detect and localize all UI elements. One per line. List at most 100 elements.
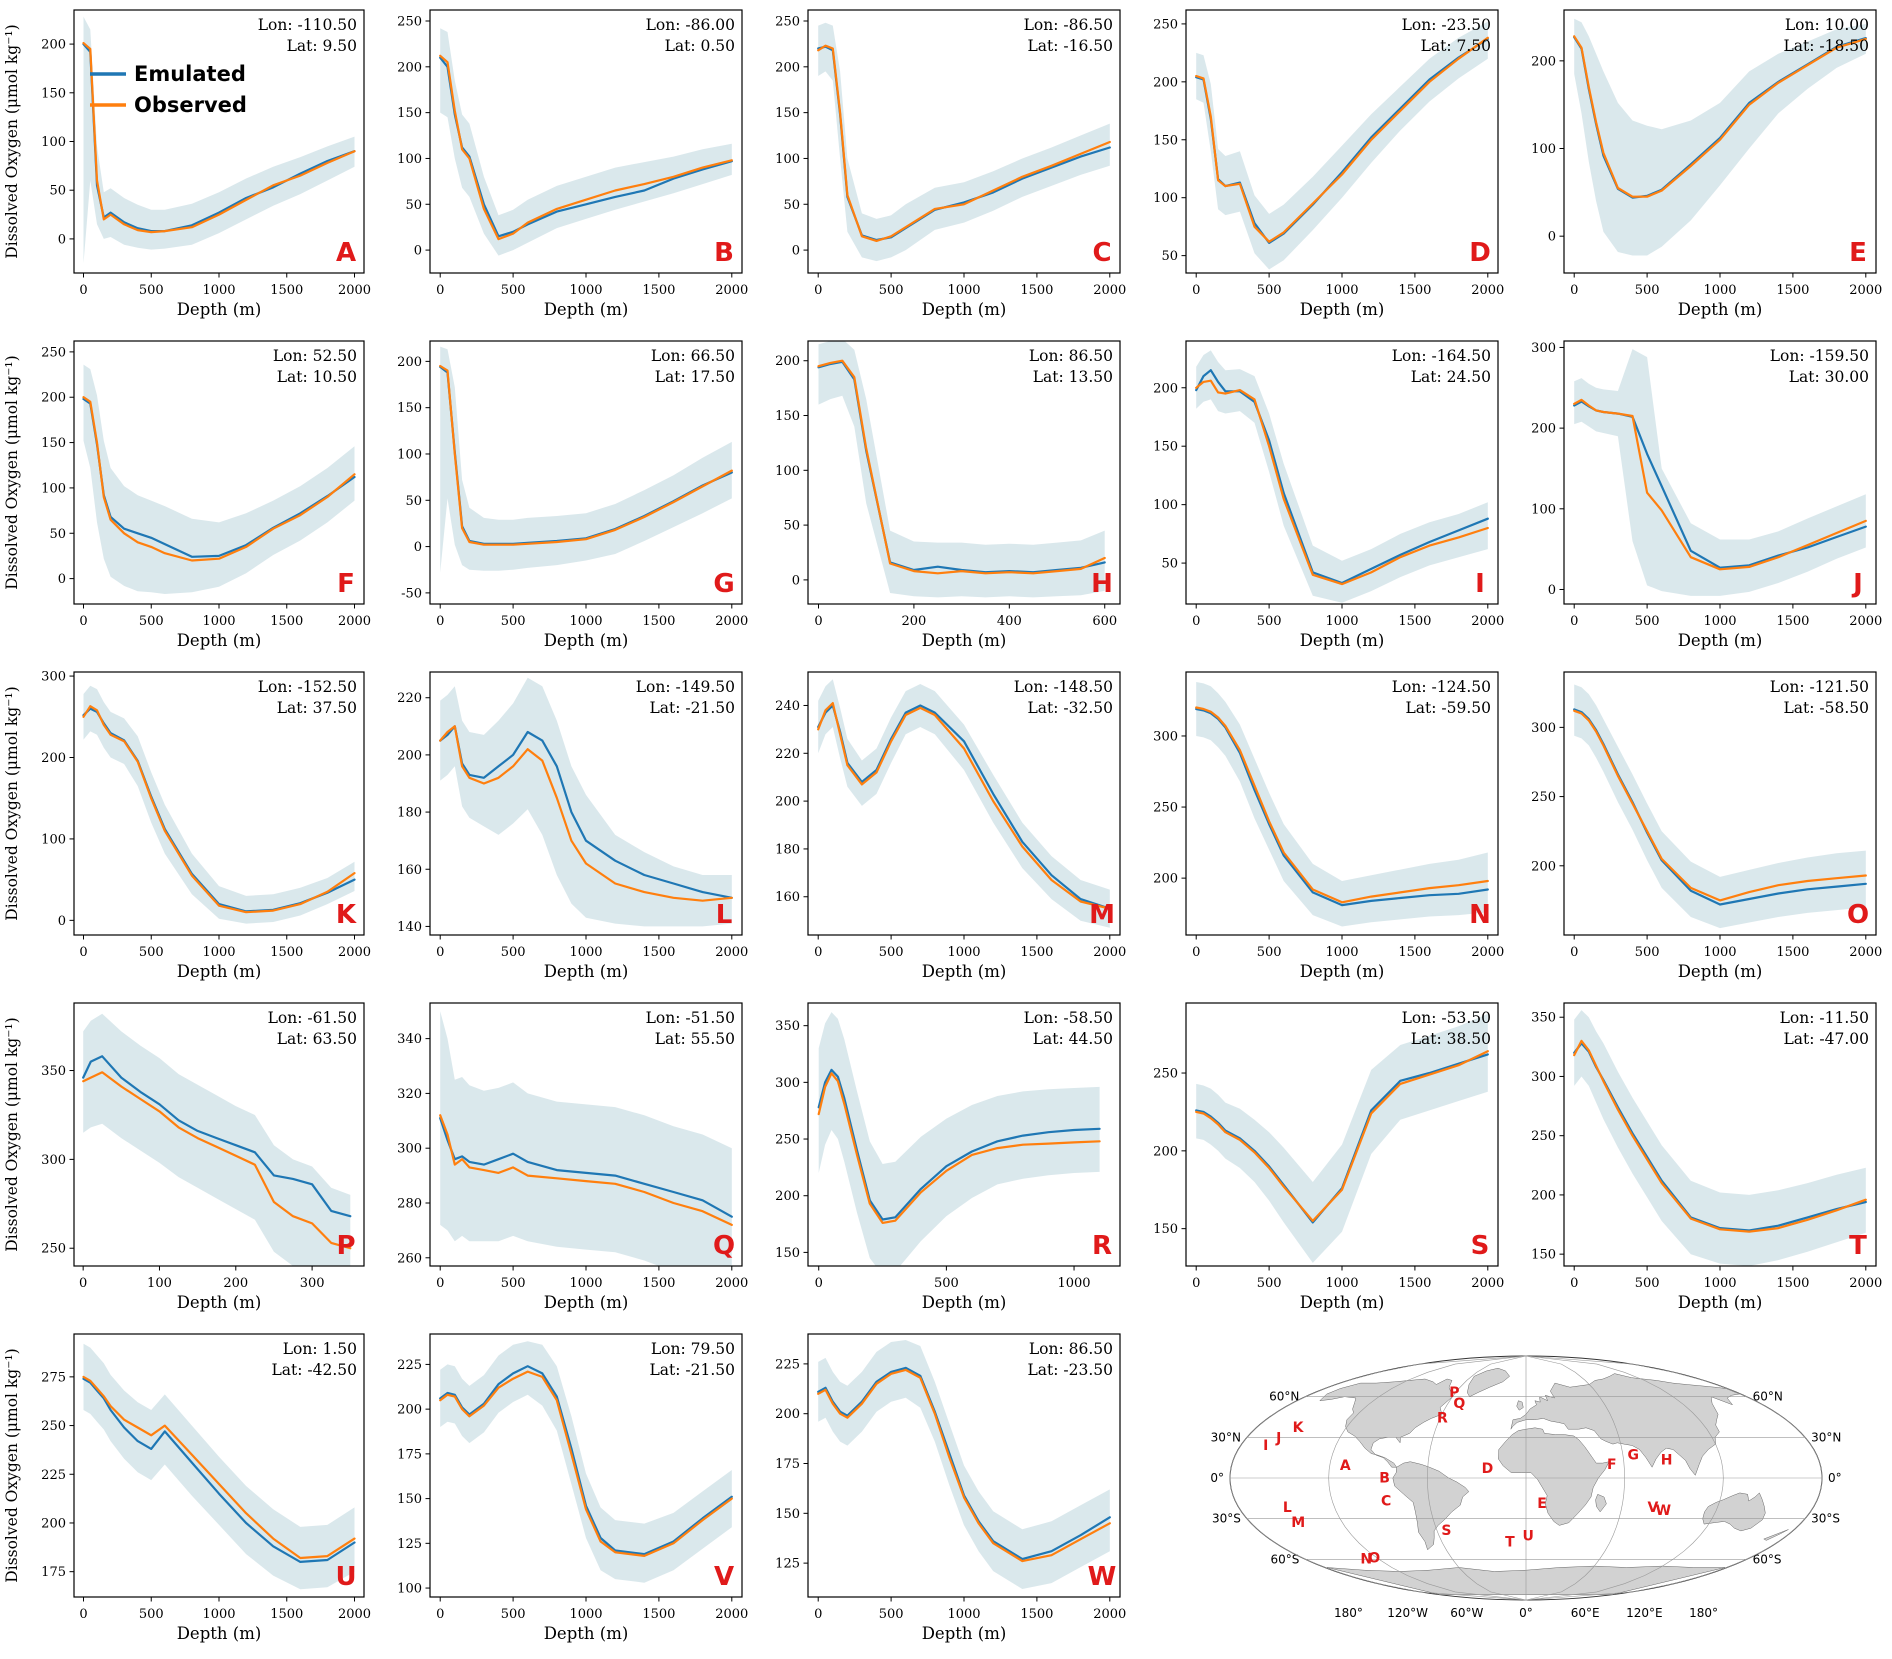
y-tick-label: 0 bbox=[414, 244, 422, 259]
x-tick-label: 0 bbox=[815, 1276, 823, 1291]
emulated-line bbox=[1195, 369, 1489, 585]
continent bbox=[1763, 1529, 1789, 1541]
emulated-line bbox=[439, 1116, 733, 1218]
observed-line bbox=[1195, 379, 1489, 586]
y-tick-label: 250 bbox=[775, 1133, 800, 1148]
y-tick-label: 200 bbox=[41, 391, 66, 406]
y-tick-label: 125 bbox=[397, 1537, 422, 1552]
map-letter-W: W bbox=[1656, 1503, 1671, 1519]
panel-I: 0 500 1000 1500 2000 50 100 150 200 Depth (m) Lon:… bbox=[1134, 331, 1512, 662]
x-tick-label: 0 bbox=[814, 945, 822, 960]
x-tick-label: 1000 bbox=[569, 1607, 602, 1622]
observed-line bbox=[439, 54, 733, 241]
continent bbox=[1516, 1400, 1524, 1411]
lat-tick-right: 30°N bbox=[1811, 1430, 1841, 1444]
y-tick-label: 140 bbox=[397, 920, 422, 935]
y-tick-label: 250 bbox=[41, 1419, 66, 1434]
emulated-line bbox=[82, 1377, 356, 1563]
map-letter-E: E bbox=[1537, 1496, 1547, 1512]
lat-label: Lat: -16.50 bbox=[1027, 37, 1113, 55]
lat-label: Lat: -58.50 bbox=[1783, 699, 1869, 717]
x-tick-label: 200 bbox=[901, 614, 926, 629]
uncertainty-band bbox=[83, 364, 355, 594]
x-axis-label: Depth (m) bbox=[1678, 631, 1763, 650]
y-tick-label: 0 bbox=[1548, 230, 1556, 245]
y-tick-label: 100 bbox=[1153, 191, 1178, 206]
lon-label: Lon: -86.00 bbox=[646, 16, 735, 34]
y-tick-label: 200 bbox=[397, 1403, 422, 1418]
y-tick-label: 125 bbox=[775, 1557, 800, 1572]
observed-line bbox=[1195, 36, 1489, 243]
x-tick-label: 2000 bbox=[1849, 1276, 1882, 1291]
lat-tick-left: 30°S bbox=[1212, 1512, 1241, 1526]
y-tick-label: 50 bbox=[49, 527, 66, 542]
panel-O: 0 500 1000 1500 2000 200 250 300 Depth (m) Lon: -… bbox=[1512, 662, 1890, 993]
y-tick-label: 175 bbox=[41, 1565, 66, 1580]
lon-tick: 0° bbox=[1519, 1606, 1533, 1620]
y-tick-label: 225 bbox=[775, 1357, 800, 1372]
chart-M: 0 500 1000 1500 2000 160 180 200 220 240 Depth (m)… bbox=[775, 671, 1126, 981]
y-tick-label: 150 bbox=[775, 1246, 800, 1261]
y-tick-label: 160 bbox=[775, 890, 800, 905]
panel-letter: I bbox=[1475, 569, 1485, 599]
map-letter-D: D bbox=[1482, 1461, 1494, 1477]
continent bbox=[1595, 1493, 1607, 1513]
x-tick-label: 2000 bbox=[1471, 283, 1504, 298]
y-tick-label: 250 bbox=[1153, 801, 1178, 816]
chart-O: 0 500 1000 1500 2000 200 250 300 Depth (m) Lon: -… bbox=[1531, 671, 1882, 981]
y-tick-label: 350 bbox=[41, 1064, 66, 1079]
x-tick-label: 1500 bbox=[1398, 283, 1431, 298]
x-tick-label: 1500 bbox=[1776, 614, 1809, 629]
continent bbox=[1392, 1461, 1470, 1551]
panel-E: 0 500 1000 1500 2000 0 100 200 Depth (m) Lon: 10.… bbox=[1512, 0, 1890, 331]
x-tick-label: 1500 bbox=[1398, 1276, 1431, 1291]
x-axis-label: Depth (m) bbox=[1300, 631, 1385, 650]
x-tick-label: 0 bbox=[814, 1607, 822, 1622]
x-tick-label: 2000 bbox=[715, 945, 748, 960]
lat-label: Lat: -21.50 bbox=[649, 699, 735, 717]
y-axis-label: Dissolved Oxygen (μmol kg⁻¹) bbox=[3, 1017, 21, 1251]
x-tick-label: 2000 bbox=[1471, 1276, 1504, 1291]
y-tick-label: 225 bbox=[397, 1358, 422, 1373]
map-letter-O: O bbox=[1368, 1550, 1380, 1566]
meridian bbox=[1525, 1355, 1724, 1601]
uncertainty-band bbox=[1196, 21, 1488, 270]
y-tick-label: 50 bbox=[405, 198, 422, 213]
lat-label: Lat: 55.50 bbox=[655, 1030, 735, 1048]
y-tick-label: 150 bbox=[41, 436, 66, 451]
y-tick-label: 50 bbox=[783, 198, 800, 213]
continent bbox=[1319, 1378, 1453, 1468]
observed-line bbox=[1573, 398, 1867, 571]
panel-P: 0 100 200 300 250 300 350 Depth (m) Dissolved Ox… bbox=[0, 993, 378, 1324]
panel-letter: S bbox=[1471, 1231, 1490, 1261]
lat-tick-left: 0° bbox=[1210, 1471, 1224, 1485]
x-axis-label: Depth (m) bbox=[177, 300, 262, 319]
lat-tick-left: 60°N bbox=[1269, 1390, 1299, 1404]
x-axis-label: Depth (m) bbox=[922, 300, 1007, 319]
x-tick-label: 0 bbox=[1570, 945, 1578, 960]
y-tick-label: 225 bbox=[41, 1468, 66, 1483]
y-tick-label: 300 bbox=[397, 1142, 422, 1157]
lat-label: Lat: 24.50 bbox=[1411, 368, 1491, 386]
x-tick-label: 500 bbox=[1635, 614, 1660, 629]
y-tick-label: 250 bbox=[1531, 1129, 1556, 1144]
x-tick-label: 0 bbox=[1570, 283, 1578, 298]
x-tick-label: 2000 bbox=[338, 1607, 371, 1622]
lon-label: Lon: -11.50 bbox=[1780, 1009, 1869, 1027]
lon-tick: 60°W bbox=[1450, 1606, 1483, 1620]
y-tick-label: 200 bbox=[1153, 872, 1178, 887]
panel-J: 0 500 1000 1500 2000 0 100 200 300 Depth (m) Lon: … bbox=[1512, 331, 1890, 662]
x-tick-label: 1500 bbox=[642, 945, 675, 960]
y-tick-label: 50 bbox=[1161, 557, 1178, 572]
lat-label: Lat: 10.50 bbox=[277, 368, 357, 386]
x-axis-label: Depth (m) bbox=[1300, 300, 1385, 319]
y-tick-label: 150 bbox=[1153, 133, 1178, 148]
x-tick-label: 1500 bbox=[642, 1276, 675, 1291]
lat-label: Lat: 9.50 bbox=[287, 37, 357, 55]
x-axis-label: Depth (m) bbox=[922, 631, 1007, 650]
panel-Q: 0 500 1000 1500 2000 260 280 300 320 340 Depth (m)… bbox=[378, 993, 756, 1324]
x-tick-label: 2000 bbox=[715, 1276, 748, 1291]
x-tick-label: 1000 bbox=[569, 283, 602, 298]
chart-I: 0 500 1000 1500 2000 50 100 150 200 Depth (m) Lon:… bbox=[1153, 340, 1504, 650]
y-tick-label: 0 bbox=[58, 572, 66, 587]
